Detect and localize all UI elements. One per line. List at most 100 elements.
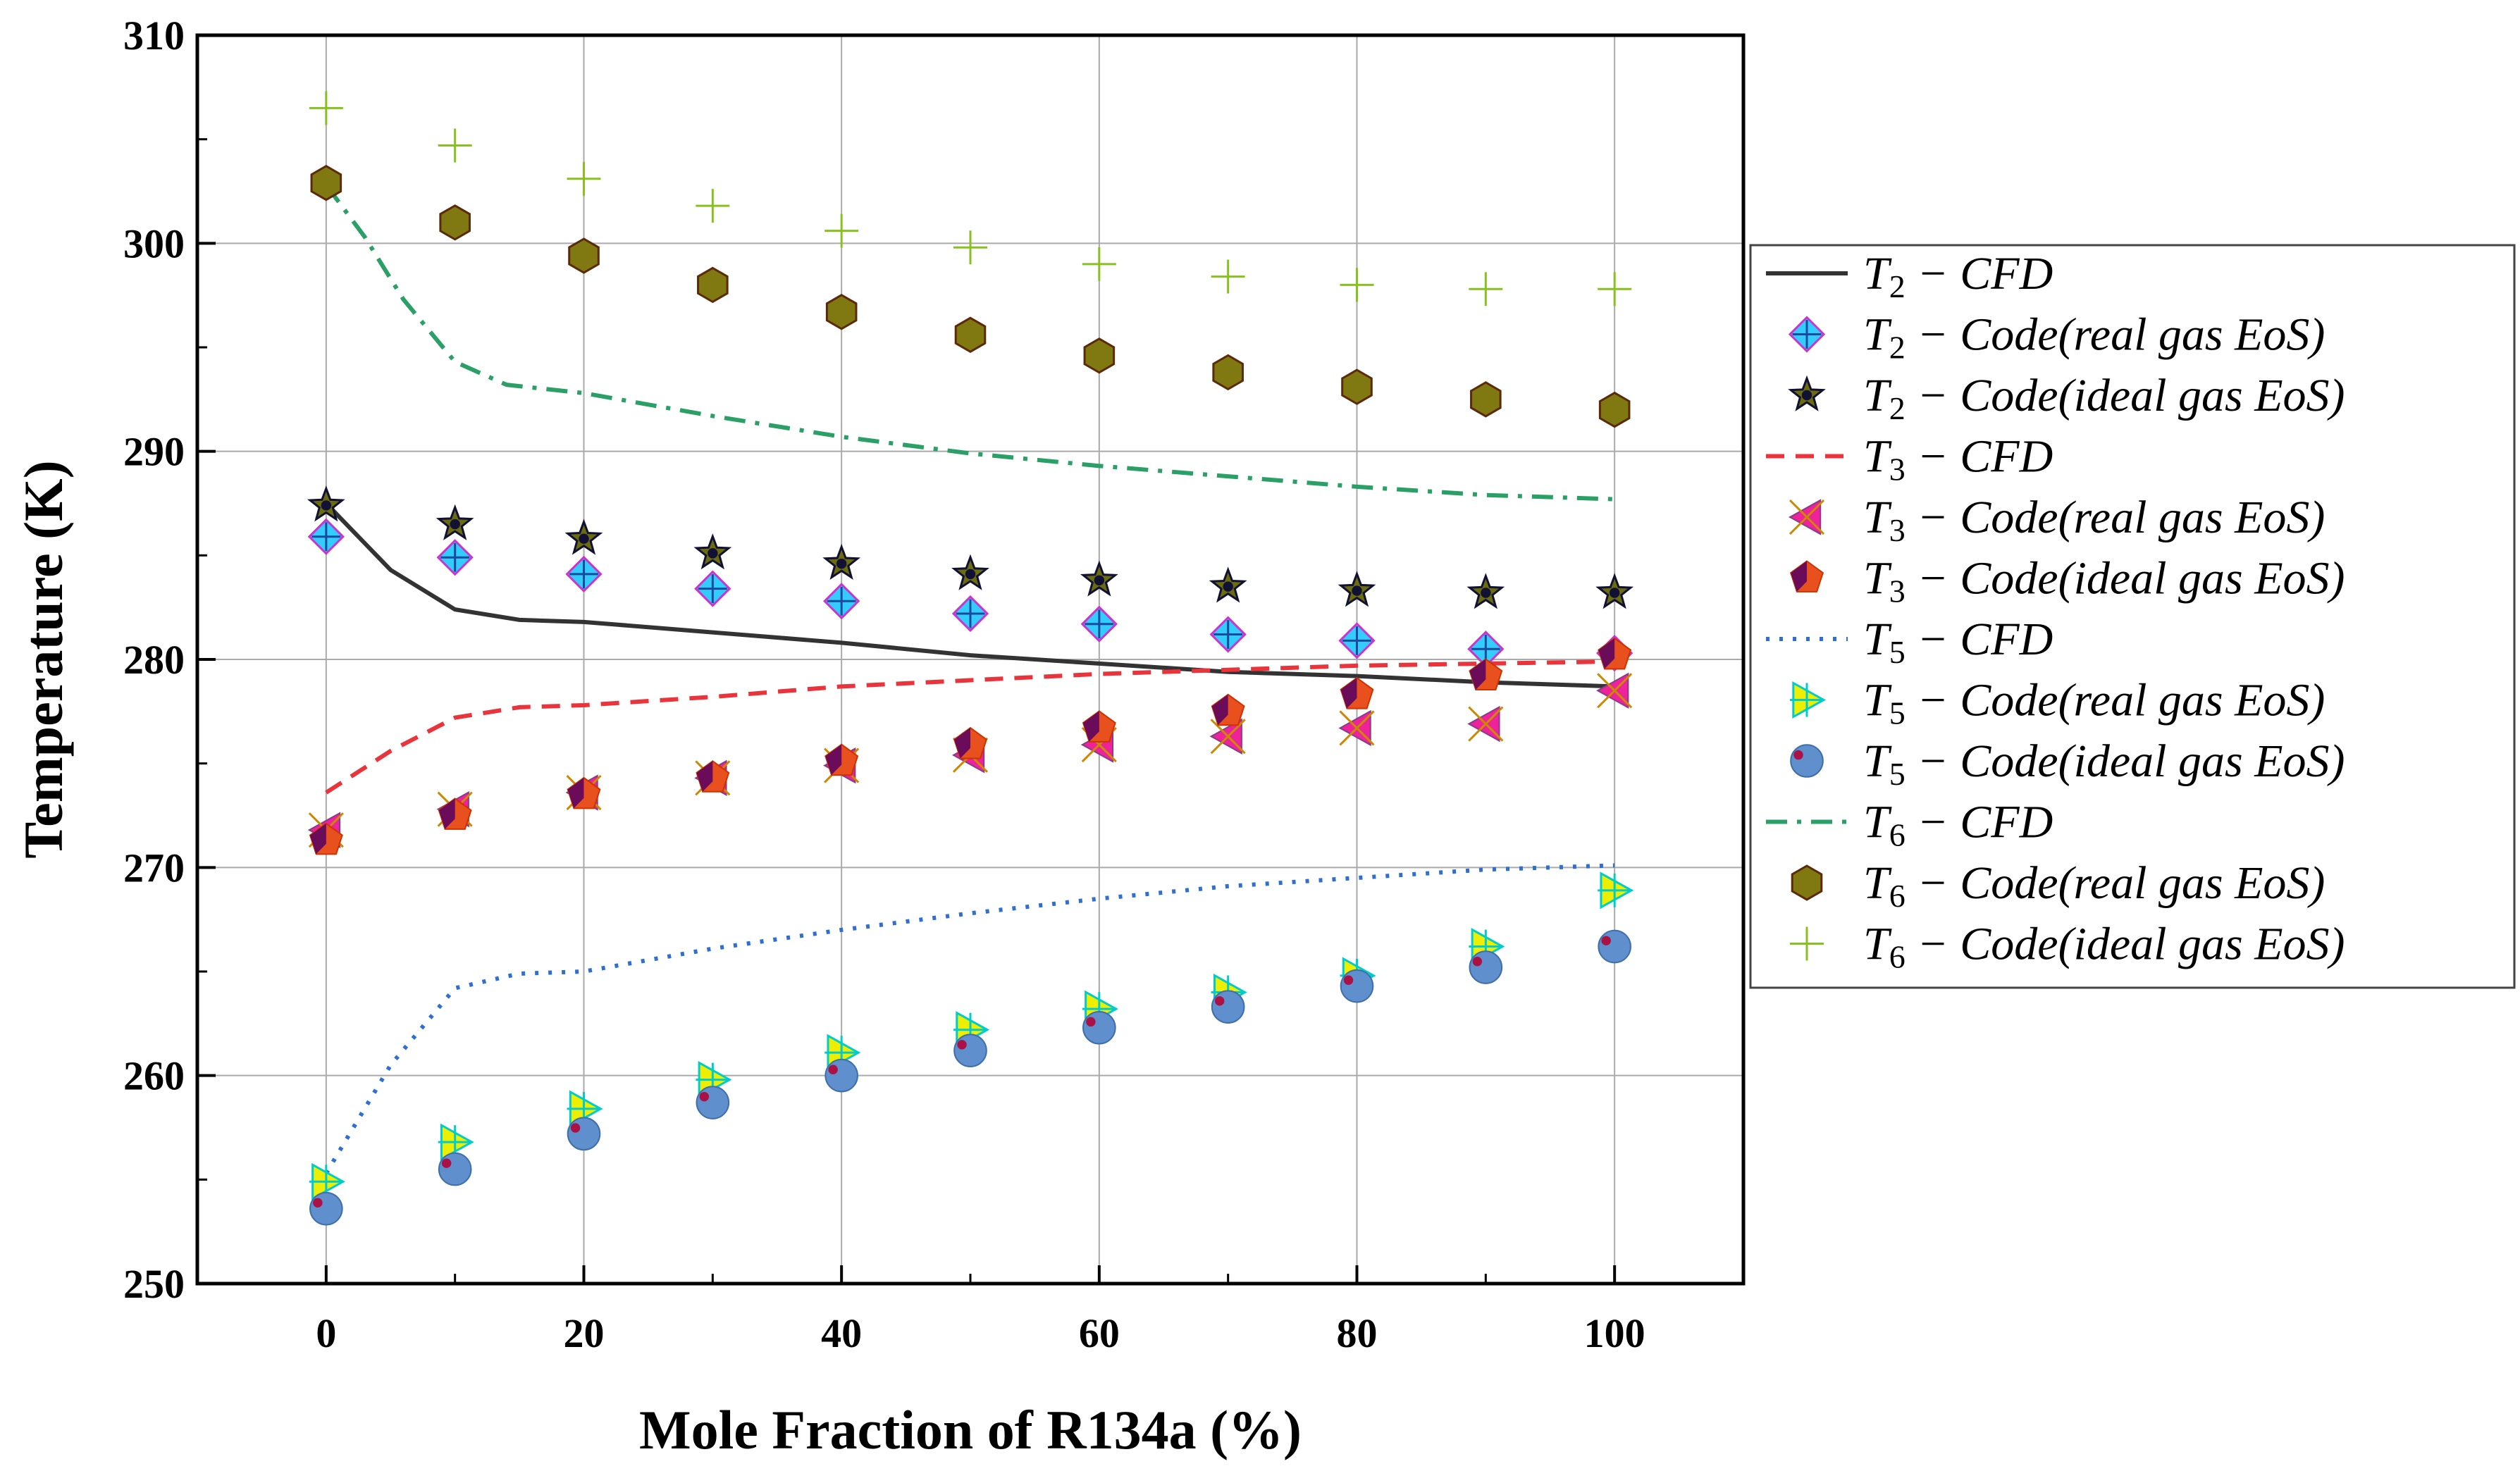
data-point-t6-code-ideal-gas-eos [1598, 272, 1632, 306]
data-point-t6-code-ideal-gas-eos [1469, 272, 1503, 306]
legend-entry-label: T6 − CFD [1863, 797, 2053, 853]
data-point-t5-code-ideal-gas-eos [1211, 990, 1245, 1024]
data-point-t5-code-ideal-gas-eos [438, 1152, 472, 1186]
grid [197, 35, 1743, 1284]
y-tick-label: 250 [123, 1261, 185, 1307]
data-point-t6-code-real-gas-eos [697, 266, 729, 304]
data-point-t2-code-real-gas-eos [1209, 616, 1247, 653]
data-point-t6-code-real-gas-eos [825, 294, 858, 330]
legend-marker-symbol [1790, 744, 1824, 778]
y-tick-label: 310 [123, 13, 185, 58]
data-point-t5-code-ideal-gas-eos [1598, 929, 1631, 964]
y-tick-label: 300 [123, 221, 185, 266]
x-axis-title: Mole Fraction of R134a (%) [639, 1399, 1302, 1460]
data-point-t5-code-ideal-gas-eos [567, 1117, 601, 1151]
data-point-t5-code-real-gas-eos [438, 1123, 474, 1161]
y-tick-label: 270 [123, 845, 185, 890]
data-point-t5-code-ideal-gas-eos [1082, 1010, 1116, 1045]
data-point-t2-code-ideal-gas-eos [822, 543, 861, 581]
legend-marker-symbol [1788, 316, 1826, 353]
data-point-t6-code-real-gas-eos [1083, 337, 1116, 374]
series-line-t3-cfd [325, 659, 1615, 795]
data-point-t3-code-real-gas-eos [1467, 705, 1504, 743]
series-line-t5-cfd [324, 863, 1615, 1175]
y-axis-title: Temperature (K) [13, 460, 74, 858]
data-point-t2-code-ideal-gas-eos [307, 485, 345, 522]
legend-entry-label: T2 − Code(ideal gas EoS) [1863, 370, 2345, 426]
data-point-t3-code-ideal-gas-eos [696, 760, 730, 793]
legend-marker-symbol [1791, 864, 1823, 901]
data-point-t6-code-ideal-gas-eos [309, 91, 343, 125]
data-point-t2-code-real-gas-eos [436, 539, 474, 576]
data-point-t6-code-ideal-gas-eos [824, 213, 859, 248]
data-point-t6-code-ideal-gas-eos [1082, 247, 1116, 281]
data-point-t6-code-real-gas-eos [568, 237, 600, 274]
data-point-t6-code-ideal-gas-eos [953, 230, 987, 265]
data-point-t6-code-real-gas-eos [954, 316, 987, 354]
data-point-t3-code-ideal-gas-eos [953, 726, 988, 759]
axis-ticks: 0 20 40 60 80 100 250 260 270 280 290 300 310 [123, 13, 1745, 1356]
data-point-t5-code-real-gas-eos [1598, 871, 1634, 910]
data-point-t6-code-ideal-gas-eos [1340, 268, 1374, 302]
data-point-t2-code-ideal-gas-eos [1209, 566, 1247, 603]
data-point-t6-code-ideal-gas-eos [1211, 259, 1245, 294]
x-tick-label: 0 [316, 1310, 336, 1356]
legend-entry-label: T3 − Code(real gas EoS) [1863, 492, 2325, 548]
data-point-t2-code-ideal-gas-eos [436, 504, 474, 540]
data-point-t3-code-real-gas-eos [1596, 672, 1633, 709]
data-point-t3-code-ideal-gas-eos [1082, 710, 1116, 743]
data-point-t6-code-ideal-gas-eos [696, 189, 730, 223]
x-tick-label: 40 [821, 1310, 862, 1356]
data-point-t6-code-ideal-gas-eos [438, 128, 472, 163]
legend-entry-label: T2 − CFD [1863, 248, 2053, 304]
series-lines [324, 183, 1615, 1175]
data-point-t2-code-ideal-gas-eos [1080, 560, 1118, 597]
legend-entry-label: T3 − Code(ideal gas EoS) [1863, 553, 2345, 609]
x-tick-label: 100 [1584, 1310, 1645, 1356]
legend-entry-label: T5 − Code(ideal gas EoS) [1863, 736, 2345, 792]
data-point-t3-code-ideal-gas-eos [1469, 658, 1503, 691]
legend-box [1749, 244, 2516, 989]
data-point-t6-code-real-gas-eos [1212, 354, 1244, 391]
legend-marker-symbol [1788, 375, 1826, 411]
data-point-t2-code-real-gas-eos [1338, 622, 1376, 659]
data-point-t2-code-ideal-gas-eos [1338, 571, 1376, 607]
data-point-t2-code-ideal-gas-eos [1466, 573, 1505, 609]
legend-marker-symbol [1788, 499, 1825, 535]
data-point-t3-code-ideal-gas-eos [824, 743, 859, 776]
legend-entry-label: T5 − Code(real gas EoS) [1863, 675, 2325, 731]
y-tick-label: 260 [123, 1053, 185, 1099]
data-point-t2-code-ideal-gas-eos [951, 554, 989, 590]
series-line-t2-cfd [324, 502, 1615, 689]
data-point-t5-code-ideal-gas-eos [824, 1058, 858, 1093]
series-line-t6-cfd [324, 183, 1615, 502]
data-point-t6-code-ideal-gas-eos [567, 161, 601, 196]
legend-entry-label: T2 − Code(real gas EoS) [1863, 309, 2325, 366]
data-point-t5-code-ideal-gas-eos [309, 1191, 343, 1226]
legend-entry-label: T6 − Code(ideal gas EoS) [1863, 919, 2345, 975]
data-point-t3-code-ideal-gas-eos [309, 822, 343, 855]
data-point-t2-code-ideal-gas-eos [564, 519, 603, 555]
y-tick-label: 280 [123, 637, 185, 683]
data-point-t6-code-real-gas-eos [1341, 368, 1373, 405]
data-point-t6-code-real-gas-eos [310, 164, 342, 201]
data-point-t2-code-real-gas-eos [565, 555, 603, 593]
series-markers [307, 91, 1634, 1226]
legend-entry-label: T6 − Code(real gas EoS) [1863, 857, 2325, 914]
data-point-t2-code-real-gas-eos [307, 518, 345, 555]
legend-marker-symbol [1790, 926, 1824, 961]
data-point-t3-code-real-gas-eos [1209, 718, 1246, 755]
data-point-t2-code-ideal-gas-eos [693, 533, 732, 570]
data-point-t3-code-ideal-gas-eos [1340, 676, 1374, 709]
data-point-t3-code-ideal-gas-eos [1598, 637, 1632, 670]
data-point-t5-code-ideal-gas-eos [696, 1086, 730, 1119]
data-point-t6-code-real-gas-eos [439, 204, 471, 241]
data-point-t6-code-real-gas-eos [1598, 391, 1631, 428]
data-point-t2-code-real-gas-eos [1080, 605, 1118, 643]
data-point-t6-code-real-gas-eos [1470, 381, 1502, 418]
legend-marker-symbol [1789, 560, 1824, 592]
data-point-t3-code-ideal-gas-eos [1211, 693, 1245, 726]
data-point-t3-code-real-gas-eos [1338, 709, 1375, 747]
